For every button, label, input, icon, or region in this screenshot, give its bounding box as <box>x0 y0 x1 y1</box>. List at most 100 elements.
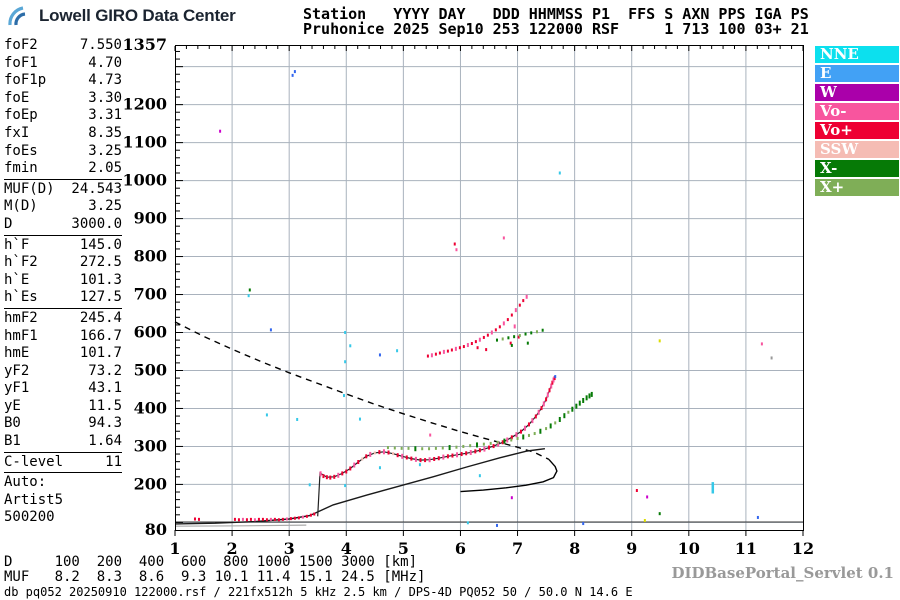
y-tick-label: 1000 <box>122 171 167 190</box>
param-D: D 3000.0 <box>4 216 122 234</box>
param-fmin: fmin 2.05 <box>4 160 122 178</box>
param-foF1p: foF1p 4.73 <box>4 72 122 90</box>
panel-separator <box>4 178 122 180</box>
y-tick-label: 900 <box>134 209 167 228</box>
second-hop-x <box>495 328 544 347</box>
param-hEs: h`Es 127.5 <box>4 289 122 307</box>
param-label: foE <box>4 89 30 106</box>
y-tick-label: 600 <box>134 323 167 342</box>
param-label: foEs <box>4 142 38 159</box>
y-tick-label: 200 <box>134 474 167 493</box>
param-B0: B0 94.3 <box>4 415 122 433</box>
param-fxI: fxI 8.35 <box>4 125 122 143</box>
measurement-status-line: db pq052 20250910 122000.rsf / 221fx512h… <box>4 585 633 599</box>
noise-floor-gray <box>174 524 307 527</box>
param-value: 166.7 <box>79 327 122 344</box>
param-label: B0 <box>4 415 21 432</box>
transmission-nose <box>460 458 558 493</box>
param-label: foF2 <box>4 37 38 53</box>
y-tick-label: 400 <box>134 398 167 417</box>
giro-logo: Lowell GIRO Data Center <box>8 5 236 27</box>
autoscaling-info: Artist5 <box>4 491 64 508</box>
panel-separator <box>4 234 122 236</box>
param-value: 3.25 <box>88 142 122 159</box>
autoscaling-info: 500200 <box>4 509 55 526</box>
y-tick-label: 800 <box>134 247 167 266</box>
param-foEp: foEp 3.31 <box>4 107 122 125</box>
param-label: foF1p <box>4 72 47 89</box>
param-value: 1.64 <box>88 433 122 450</box>
param-hE: h`E 101.3 <box>4 272 122 290</box>
y-tick-label: 700 <box>134 285 167 304</box>
param-label: MUF(D) <box>4 180 55 197</box>
legend-item-w: W <box>815 84 899 101</box>
param-value: 145.0 <box>79 236 122 253</box>
x-tick-label: 10 <box>678 539 700 558</box>
param-value: 3.25 <box>88 198 122 215</box>
autoscaling-info: Auto: <box>4 474 47 491</box>
y-tick-label: 80 <box>145 520 167 539</box>
legend-item-ssw: SSW <box>815 141 899 158</box>
axis-tick-labels: 1357 1200 1100 1000 900 800 700 600 500 400 300 200… <box>122 35 814 558</box>
param-value: 94.3 <box>88 415 122 432</box>
panel-separator <box>4 472 122 474</box>
x-tick-label: 9 <box>626 539 637 558</box>
y-tick-label: 300 <box>134 436 167 455</box>
param-label: yF2 <box>4 362 30 379</box>
muf-transmission-curve-dashed <box>174 321 550 461</box>
param-value: 101.3 <box>79 271 122 288</box>
servlet-version-label: DIDBasePortal_Servlet 0.1 <box>671 564 894 582</box>
es-trace-o <box>193 512 316 522</box>
param-MUFD: MUF(D) 24.543 <box>4 181 122 199</box>
param-foEs: foEs 3.25 <box>4 143 122 161</box>
param-value: 4.70 <box>88 54 122 71</box>
station-header-line1: Station YYYY DAY DDD HHMMSS P1 FFS S AXN… <box>303 5 809 23</box>
param-value: 7.550 <box>79 37 122 53</box>
param-value: 101.7 <box>79 345 122 362</box>
param-label: fxI <box>4 124 30 141</box>
param-value: 3000.0 <box>71 215 122 232</box>
param-label: yF1 <box>4 380 30 397</box>
param-label: hmF1 <box>4 327 38 344</box>
param-label: h`Es <box>4 289 38 306</box>
param-Clevel: C-level 11 <box>4 454 122 472</box>
param-value: 4.73 <box>88 72 122 89</box>
doppler-direction-legend: NNE E W Vo- Vo+ SSW X- X+ <box>815 46 899 198</box>
gridlines <box>175 45 803 530</box>
param-hmF1: hmF1 166.7 <box>4 328 122 346</box>
param-label: h`F2 <box>4 254 38 271</box>
station-header: Station YYYY DAY DDD HHMMSS P1 FFS S AXN… <box>303 7 809 37</box>
param-label: hmE <box>4 345 30 362</box>
muf-row: MUF 8.2 8.3 8.6 9.3 10.1 11.4 15.1 24.5 … <box>4 568 426 585</box>
param-value: 43.1 <box>88 380 122 397</box>
y-tick-label: 1100 <box>122 133 167 152</box>
param-label: C-level <box>4 453 64 470</box>
param-MD: M(D) 3.25 <box>4 198 122 216</box>
param-value: 127.5 <box>79 289 122 306</box>
x-tick-label: 7 <box>512 539 523 558</box>
logo-text: Lowell GIRO Data Center <box>39 6 236 25</box>
param-label: B1 <box>4 433 21 450</box>
legend-item-x: X- <box>815 160 899 177</box>
panel-separator <box>4 451 122 453</box>
param-label: foEp <box>4 107 38 124</box>
param-value: 11 <box>105 453 122 470</box>
param-foE: foE 3.30 <box>4 90 122 108</box>
y-tick-label: 1357 <box>122 35 167 54</box>
f-trace-o <box>319 376 556 480</box>
param-value: 3.30 <box>88 89 122 106</box>
param-label: yE <box>4 397 21 414</box>
param-label: hmF2 <box>4 309 38 326</box>
param-yF2: yF2 73.2 <box>4 363 122 381</box>
param-value: 2.05 <box>88 160 122 177</box>
param-hF: h`F 145.0 <box>4 237 122 255</box>
legend-item-x: X+ <box>815 179 899 196</box>
param-value: 3.31 <box>88 107 122 124</box>
d-row: D 100 200 400 600 800 1000 1500 3000 [km… <box>4 554 418 570</box>
second-hop-o <box>426 294 528 358</box>
param-yF1: yF1 43.1 <box>4 380 122 398</box>
y-tick-label: 1200 <box>122 95 167 114</box>
param-foF2: foF2 7.550 <box>4 37 122 55</box>
y-tick-label: 500 <box>134 360 167 379</box>
